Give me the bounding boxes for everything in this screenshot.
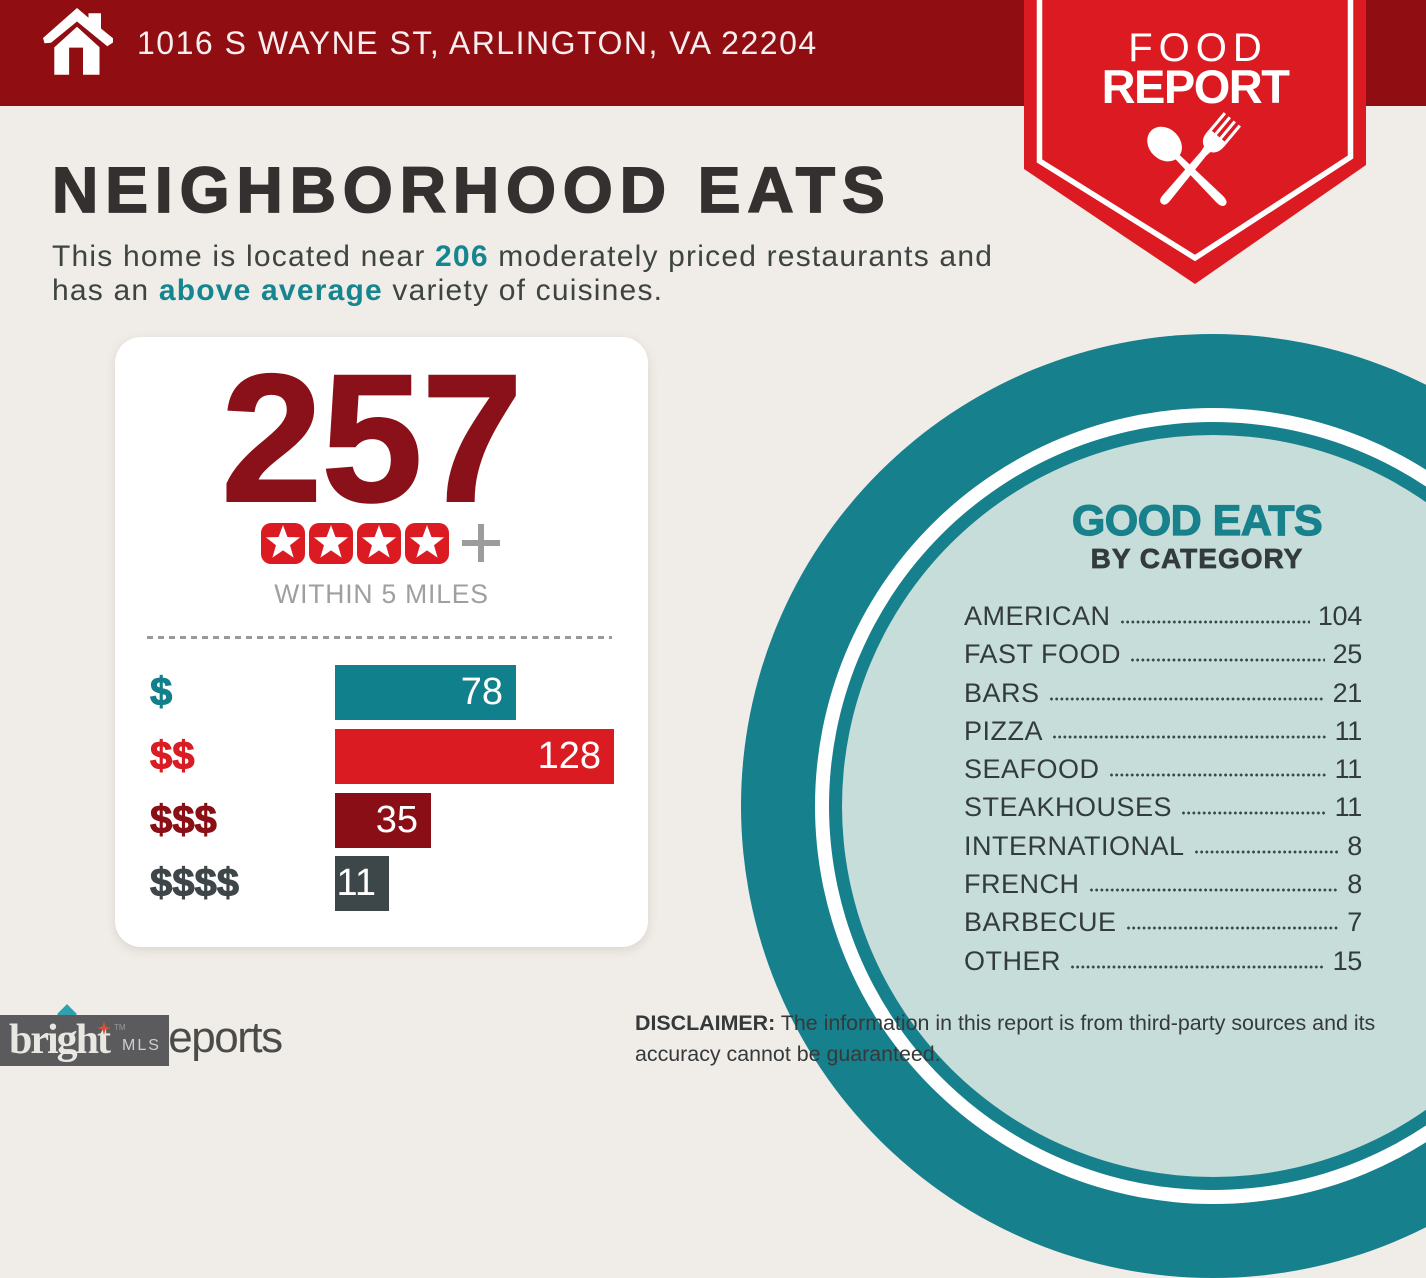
- svg-text:FOOD: FOOD: [1128, 26, 1268, 70]
- svg-text:REPORT: REPORT: [1102, 60, 1291, 113]
